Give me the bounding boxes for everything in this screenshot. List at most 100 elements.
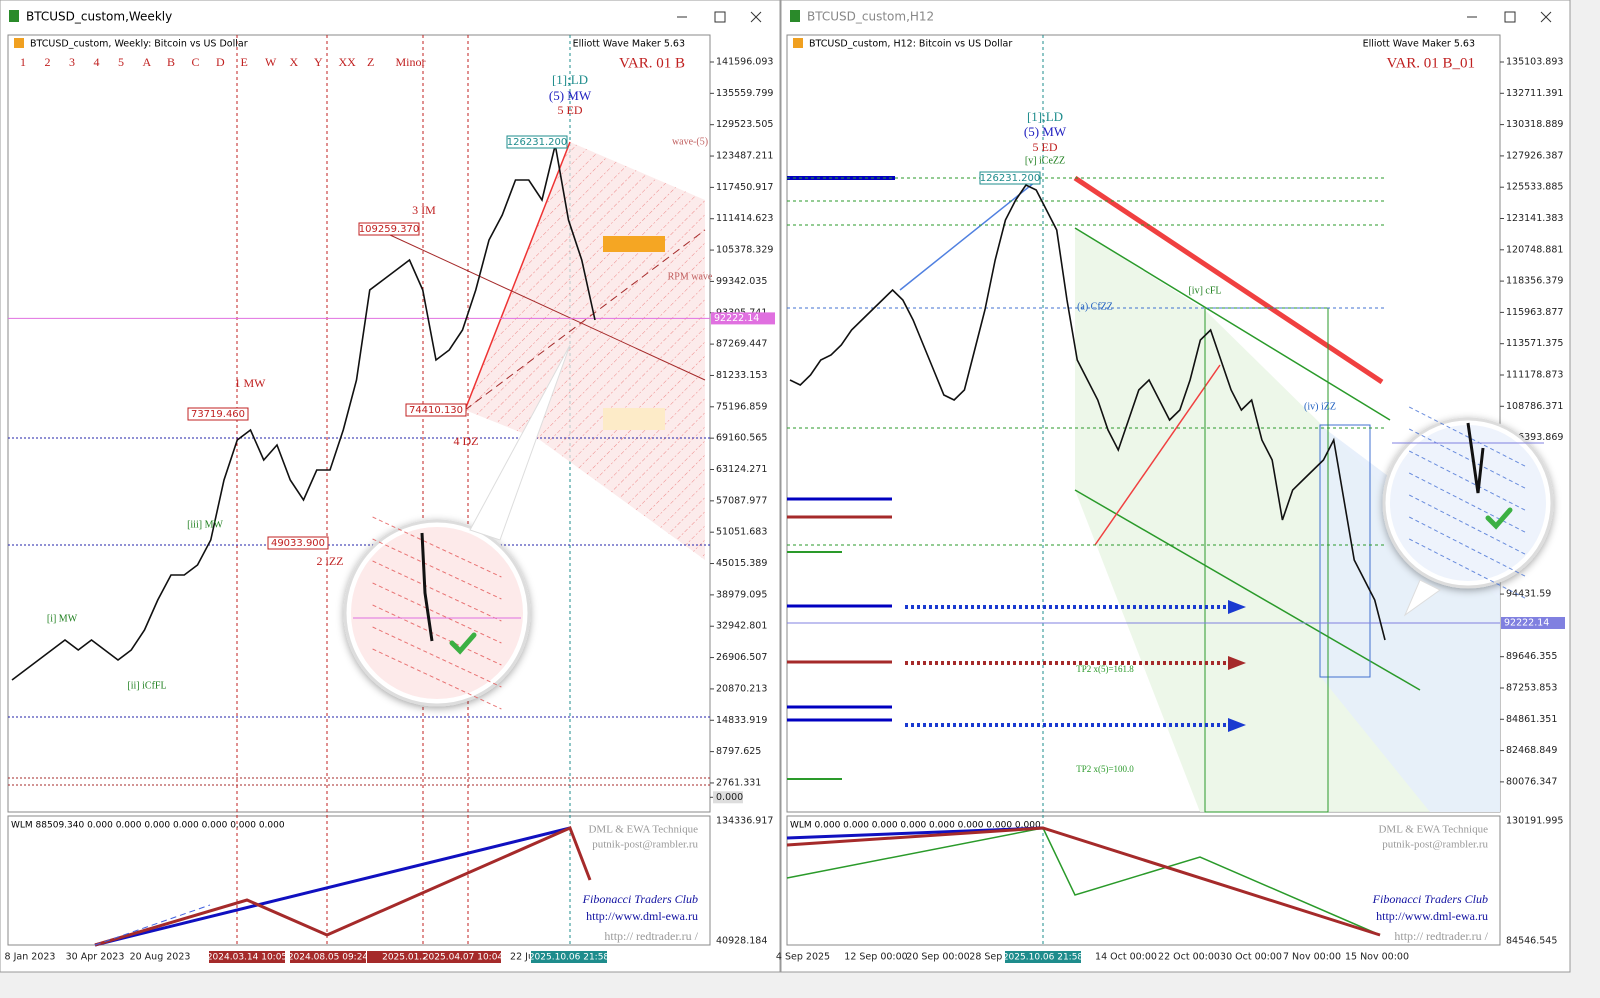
price-line [789, 183, 1386, 641]
wave-button[interactable]: Minor [396, 55, 426, 69]
pitchfork-zone [1320, 425, 1500, 812]
indicator-axis-bottom: 84546.545 [1506, 936, 1557, 947]
check-mark [1485, 507, 1513, 530]
wave-label: 74410.130 [409, 405, 463, 416]
price-tag [187, 407, 249, 421]
y-tick-label: 106393.869 [1506, 432, 1563, 443]
wave-label: 3 IM [412, 203, 436, 217]
variant-label: VAR. 01 B_01 [1387, 55, 1476, 71]
chart-header: BTCUSD_custom, H12: Bitcoin vs US Dollar [809, 39, 1012, 50]
indicator-axis-top: 130191.995 [1506, 816, 1563, 827]
window-title: BTCUSD_custom,Weekly [26, 10, 172, 24]
x-tick-label: 14 Oct 00:00 [1095, 952, 1157, 963]
tool-name: Elliott Wave Maker 5.63 [1363, 39, 1475, 50]
y-tick-label: 81233.153 [716, 370, 767, 381]
wave-button[interactable]: D [216, 55, 225, 69]
y-tick-label: 87253.853 [1506, 682, 1557, 693]
wave-button[interactable]: Y [314, 55, 323, 69]
zoom-line [1408, 516, 1528, 578]
y-tick-label: 129523.505 [716, 119, 773, 130]
y-tick-label: 130318.889 [1506, 119, 1563, 130]
indicator-axis-top: 134336.917 [716, 816, 773, 827]
wave-button[interactable]: 2 [45, 55, 51, 69]
arrow-head [1228, 656, 1246, 670]
indicator-label: WLM 88509.340 0.000 0.000 0.000 0.000 0.… [11, 821, 285, 831]
zoom-pointer [1403, 579, 1441, 617]
window-close-button[interactable] [1540, 11, 1552, 23]
wave-label: [ii] iCfFL [127, 680, 166, 691]
wave-label: wave-(5) [672, 136, 708, 147]
wave-button[interactable]: A [143, 55, 152, 69]
wave-button[interactable]: 4 [94, 55, 100, 69]
y-tick-label: 111414.623 [716, 213, 773, 224]
wave-label: (5) MW [549, 88, 592, 103]
zoom-line [372, 560, 502, 622]
wave-button[interactable]: X [290, 55, 299, 69]
wave-label: 5 ED [558, 103, 583, 117]
price-tag [506, 135, 568, 149]
y-tick-label: 38979.095 [716, 589, 767, 600]
wave-button[interactable]: 3 [69, 55, 75, 69]
y-tick-label: 2761.331 [716, 777, 761, 788]
wave-button[interactable]: E [241, 55, 248, 69]
y-tick-label: 123141.383 [1506, 213, 1563, 224]
arrow-head [1228, 600, 1246, 614]
wave-button[interactable]: B [167, 55, 175, 69]
current-price-box [711, 312, 775, 325]
x-tick-label: 28 Sep 00:00 [969, 952, 1032, 963]
price-tag [358, 222, 420, 236]
wave-button[interactable]: W [265, 55, 277, 69]
time-marker: 2024.08.05 09:24 [288, 953, 369, 963]
wave-button[interactable]: Z [367, 55, 374, 69]
y-tick-label: 105378.329 [716, 245, 773, 256]
trend-line [1074, 227, 1391, 421]
wave-label: 73719.460 [191, 409, 245, 420]
watermark: Fibonacci Traders Club [582, 892, 698, 906]
time-marker: 2025.10.06 21:58 [1003, 953, 1084, 963]
time-marker: 2025.01.2 [382, 953, 428, 963]
y-tick-label: 111178.873 [1506, 369, 1563, 380]
price-tag [267, 536, 329, 550]
wave-label: TP2 x(5)=100.0 [1076, 764, 1134, 774]
y-tick-label: 87269.447 [716, 339, 767, 350]
watermark: putnik-post@rambler.ru [1382, 839, 1488, 851]
window-maximize-button[interactable] [714, 11, 726, 23]
y-tick-label: 75196.859 [716, 401, 767, 412]
watermark: DML & EWA Technique [1378, 824, 1488, 836]
wave-label: 126231.200 [980, 173, 1040, 184]
maximize-icon [714, 11, 726, 23]
zoom-line [372, 604, 502, 666]
zoom-line [1408, 538, 1528, 600]
wave-label: [v] iCeZZ [1025, 155, 1065, 166]
wave-button[interactable]: 1 [20, 55, 26, 69]
chart-window[interactable]: BTCUSD_custom,Weekly 141596.093 135559.799… [0, 0, 781, 973]
wave-button[interactable]: C [192, 55, 200, 69]
fan-line [389, 234, 706, 381]
y-tick-label: 132711.391 [1506, 88, 1563, 99]
title-bar [1, 1, 779, 32]
fan-line [464, 141, 571, 411]
zoom-candles [420, 532, 434, 642]
y-tick-label: 108786.371 [1506, 401, 1563, 412]
window-maximize-button[interactable] [1504, 11, 1516, 23]
chart-window[interactable]: BTCUSD_custom,H12 135103.893 132711.391 130… [776, 0, 1571, 973]
wave-button[interactable]: XX [339, 55, 357, 69]
y-tick-label: 14833.919 [716, 715, 767, 726]
time-marker-box [1005, 951, 1081, 963]
trend-line [1094, 364, 1221, 546]
close-icon [1540, 11, 1552, 23]
current-price-label: 92222.14 [1504, 617, 1549, 628]
y-tick-label: 135103.893 [1506, 57, 1563, 68]
wave-label: 109259.370 [359, 224, 419, 235]
window-close-button[interactable] [750, 11, 762, 23]
zoom-line [372, 626, 502, 688]
wave-button[interactable]: 5 [118, 55, 124, 69]
time-marker-box [531, 951, 607, 963]
current-price-label: 92222.14 [714, 313, 759, 324]
indicator-label: WLM 0.000 0.000 0.000 0.000 0.000 0.000 … [790, 821, 1041, 831]
wave-label: [1];LD [1027, 109, 1063, 124]
wave-label: 49033.900 [271, 538, 325, 549]
target-zone [603, 408, 665, 430]
y-tick-label: 123487.211 [716, 151, 773, 162]
